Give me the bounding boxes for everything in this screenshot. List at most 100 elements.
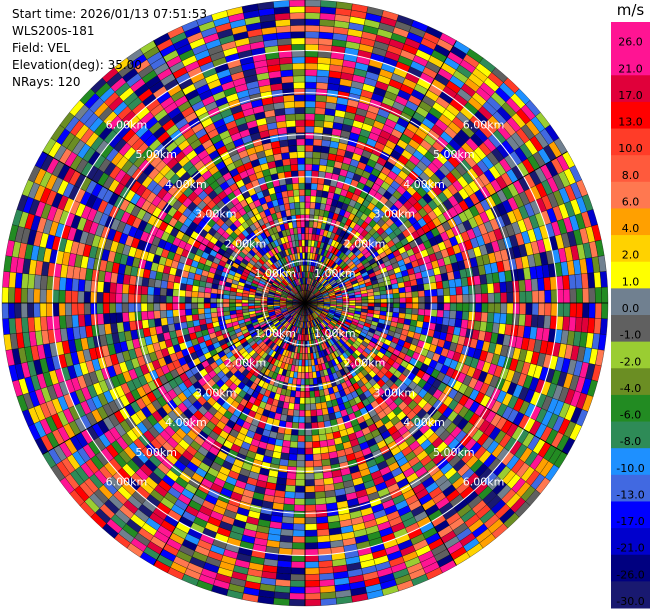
velocity-gate (64, 302, 72, 316)
velocity-gate (286, 415, 294, 423)
velocity-gate (304, 384, 310, 392)
velocity-gate (178, 289, 186, 297)
velocity-gate (550, 302, 558, 317)
velocity-gate (248, 302, 255, 307)
velocity-gate (83, 291, 91, 304)
velocity-gate (304, 510, 317, 518)
velocity-gate (367, 295, 375, 300)
velocity-gate (90, 280, 98, 293)
velocity-gate (14, 272, 23, 289)
velocity-gate (315, 88, 328, 96)
velocity-gate (203, 302, 211, 309)
velocity-gate (318, 566, 334, 575)
velocity-gate (367, 299, 375, 304)
velocity-gate (481, 302, 489, 313)
velocity-gate (304, 353, 309, 360)
velocity-gate (393, 302, 400, 309)
velocity-gate (512, 302, 520, 315)
velocity-gate (505, 313, 514, 325)
velocity-gate (290, 573, 306, 581)
velocity-gate (319, 585, 336, 594)
velocity-gate (153, 302, 161, 312)
velocity-gate (241, 302, 249, 307)
velocity-gate (320, 0, 337, 9)
velocity-gate (304, 435, 313, 443)
velocity-gate (185, 284, 193, 292)
velocity-gate (318, 164, 327, 173)
velocity-gate (77, 302, 85, 316)
velocity-gate (304, 592, 321, 600)
velocity-gate (33, 302, 41, 318)
velocity-gate (290, 434, 299, 442)
velocity-gate (322, 413, 331, 422)
velocity-gate (304, 523, 318, 531)
velocity-gate (304, 170, 313, 178)
velocity-gate (298, 410, 306, 417)
velocity-gate (392, 288, 400, 294)
velocity-gate (399, 302, 407, 309)
velocity-gate (147, 286, 155, 296)
velocity-gate (480, 283, 488, 294)
velocity-gate (314, 113, 325, 122)
velocity-gate (109, 302, 117, 314)
velocity-gate (455, 310, 463, 320)
velocity-gate (543, 277, 552, 291)
velocity-gate (191, 314, 200, 321)
velocity-gate (462, 302, 470, 312)
velocity-gate (279, 535, 293, 543)
velocity-gate (178, 296, 186, 304)
velocity-gate (203, 292, 211, 299)
velocity-gate (27, 302, 35, 318)
velocity-gate (58, 315, 67, 329)
velocity-gate (449, 294, 457, 304)
velocity-gate (296, 454, 306, 461)
velocity-gate (159, 295, 167, 304)
velocity-gate (304, 195, 311, 203)
velocity-gate (499, 281, 507, 293)
velocity-gate (185, 314, 193, 322)
velocity-gate (525, 290, 533, 304)
velocity-gate (519, 302, 527, 315)
velocity-gate (90, 313, 98, 326)
velocity-gate (524, 279, 533, 292)
velocity-gate (412, 296, 419, 304)
velocity-gate (191, 308, 199, 316)
velocity-gate (312, 440, 321, 449)
velocity-gate (493, 282, 501, 294)
velocity-gate (316, 522, 329, 531)
velocity-gate (313, 459, 323, 468)
velocity-gate (210, 297, 217, 304)
velocity-gate (295, 384, 301, 392)
velocity-gate (468, 311, 476, 321)
velocity-gate (229, 306, 237, 312)
velocity-gate (316, 189, 323, 198)
velocity-gate (320, 401, 328, 410)
velocity-gate (581, 273, 589, 289)
velocity-gate (531, 302, 539, 316)
velocity-gate (39, 302, 47, 318)
velocity-gate (468, 293, 476, 304)
velocity-gate (287, 459, 297, 468)
velocity-gate (574, 317, 583, 333)
velocity-gate (321, 139, 331, 148)
velocity-gate (315, 101, 327, 109)
velocity-gate (172, 288, 180, 297)
velocity-gate (442, 310, 451, 319)
velocity-gate (293, 403, 300, 411)
velocity-gate (304, 138, 314, 146)
velocity-gate (386, 302, 394, 308)
velocity-gate (304, 50, 319, 58)
velocity-gate (530, 314, 539, 328)
velocity-gate (309, 201, 316, 209)
velocity-gate (405, 308, 413, 315)
velocity-gate (304, 246, 309, 253)
velocity-gate (292, 409, 300, 417)
velocity-gate (304, 157, 313, 165)
velocity-gate (222, 298, 230, 304)
velocity-gate (290, 561, 306, 569)
velocity-gate (544, 289, 552, 304)
velocity-gate (153, 294, 161, 304)
velocity-gate (315, 402, 322, 410)
velocity-gate (392, 307, 400, 314)
velocity-gate (304, 81, 317, 89)
